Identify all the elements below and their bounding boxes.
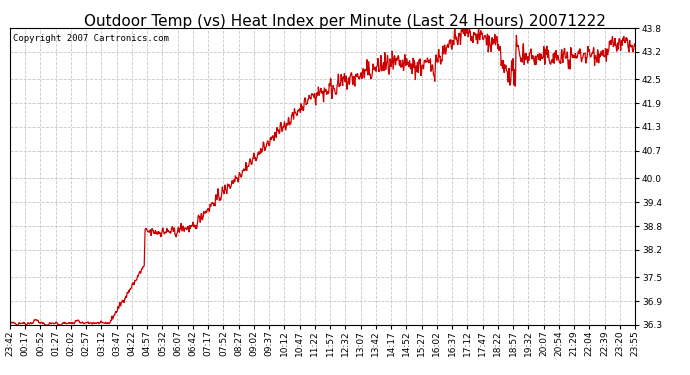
Text: Copyright 2007 Cartronics.com: Copyright 2007 Cartronics.com [13, 34, 169, 43]
Text: Outdoor Temp (vs) Heat Index per Minute (Last 24 Hours) 20071222: Outdoor Temp (vs) Heat Index per Minute … [84, 14, 606, 29]
